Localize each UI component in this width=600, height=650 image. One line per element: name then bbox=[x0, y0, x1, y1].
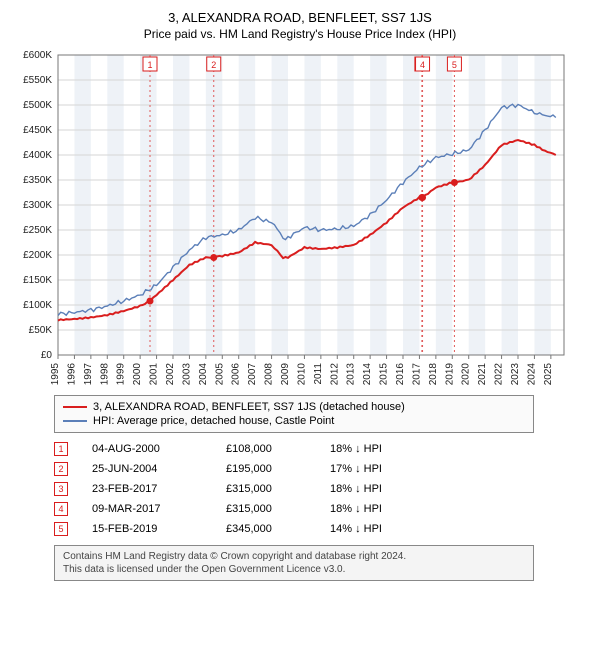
svg-text:£600K: £600K bbox=[23, 50, 52, 61]
sale-marker: 3 bbox=[54, 482, 68, 496]
svg-text:1996: 1996 bbox=[66, 363, 77, 386]
footer: Contains HM Land Registry data © Crown c… bbox=[54, 545, 534, 581]
footer-line: Contains HM Land Registry data © Crown c… bbox=[63, 550, 525, 563]
svg-text:2010: 2010 bbox=[296, 363, 307, 386]
sale-pct: 14% ↓ HPI bbox=[330, 523, 420, 535]
svg-text:2001: 2001 bbox=[149, 363, 160, 386]
svg-text:5: 5 bbox=[452, 60, 457, 70]
sale-date: 09-MAR-2017 bbox=[92, 503, 202, 515]
svg-text:£500K: £500K bbox=[23, 100, 52, 111]
sale-row: 5 15-FEB-2019 £345,000 14% ↓ HPI bbox=[54, 519, 586, 539]
sales-table: 1 04-AUG-2000 £108,000 18% ↓ HPI 2 25-JUN-200… bbox=[54, 439, 586, 539]
svg-text:2025: 2025 bbox=[543, 363, 554, 386]
svg-text:1999: 1999 bbox=[116, 363, 127, 386]
sale-price: £345,000 bbox=[226, 523, 306, 535]
price-chart: £0 £50K £100K £150K £200K £250K £300K £350K £400… bbox=[14, 47, 574, 387]
svg-text:2022: 2022 bbox=[494, 363, 505, 386]
svg-text:2020: 2020 bbox=[461, 363, 472, 386]
sale-marker: 5 bbox=[54, 522, 68, 536]
sale-price: £195,000 bbox=[226, 463, 306, 475]
sale-marker: 1 bbox=[54, 442, 68, 456]
sale-row: 2 25-JUN-2004 £195,000 17% ↓ HPI bbox=[54, 459, 586, 479]
legend-label: HPI: Average price, detached house, Cast… bbox=[93, 415, 334, 427]
svg-text:£250K: £250K bbox=[23, 225, 52, 236]
sale-pct: 18% ↓ HPI bbox=[330, 483, 420, 495]
svg-text:2021: 2021 bbox=[477, 363, 488, 386]
chart-area: £0 £50K £100K £150K £200K £250K £300K £350K £400… bbox=[14, 47, 586, 387]
svg-text:2016: 2016 bbox=[395, 363, 406, 386]
sale-date: 25-JUN-2004 bbox=[92, 463, 202, 475]
sale-price: £108,000 bbox=[226, 443, 306, 455]
svg-text:£200K: £200K bbox=[23, 250, 52, 261]
svg-text:2006: 2006 bbox=[231, 363, 242, 386]
svg-text:2014: 2014 bbox=[362, 363, 373, 386]
svg-text:2007: 2007 bbox=[247, 363, 258, 386]
svg-text:2: 2 bbox=[211, 60, 216, 70]
sale-row: 3 23-FEB-2017 £315,000 18% ↓ HPI bbox=[54, 479, 586, 499]
svg-text:£450K: £450K bbox=[23, 125, 52, 136]
sale-pct: 17% ↓ HPI bbox=[330, 463, 420, 475]
sale-row: 1 04-AUG-2000 £108,000 18% ↓ HPI bbox=[54, 439, 586, 459]
sale-marker: 2 bbox=[54, 462, 68, 476]
legend-item: HPI: Average price, detached house, Cast… bbox=[63, 414, 525, 428]
svg-text:1: 1 bbox=[147, 60, 152, 70]
sale-row: 4 09-MAR-2017 £315,000 18% ↓ HPI bbox=[54, 499, 586, 519]
page-subtitle: Price paid vs. HM Land Registry's House … bbox=[14, 27, 586, 41]
svg-text:2008: 2008 bbox=[264, 363, 275, 386]
sale-price: £315,000 bbox=[226, 483, 306, 495]
svg-text:2004: 2004 bbox=[198, 363, 209, 386]
svg-text:2003: 2003 bbox=[181, 363, 192, 386]
svg-text:2015: 2015 bbox=[379, 363, 390, 386]
footer-line: This data is licensed under the Open Gov… bbox=[63, 563, 525, 576]
svg-text:£100K: £100K bbox=[23, 300, 52, 311]
svg-text:1997: 1997 bbox=[83, 363, 94, 386]
page-title: 3, ALEXANDRA ROAD, BENFLEET, SS7 1JS bbox=[14, 10, 586, 25]
svg-text:2002: 2002 bbox=[165, 363, 176, 386]
svg-text:2024: 2024 bbox=[526, 363, 537, 386]
svg-text:£150K: £150K bbox=[23, 275, 52, 286]
sale-price: £315,000 bbox=[226, 503, 306, 515]
svg-text:£300K: £300K bbox=[23, 200, 52, 211]
legend: 3, ALEXANDRA ROAD, BENFLEET, SS7 1JS (de… bbox=[54, 395, 534, 433]
svg-text:2005: 2005 bbox=[214, 363, 225, 386]
sale-date: 15-FEB-2019 bbox=[92, 523, 202, 535]
svg-text:1998: 1998 bbox=[99, 363, 110, 386]
sale-date: 04-AUG-2000 bbox=[92, 443, 202, 455]
svg-text:2017: 2017 bbox=[411, 363, 422, 386]
svg-text:£400K: £400K bbox=[23, 150, 52, 161]
sale-pct: 18% ↓ HPI bbox=[330, 503, 420, 515]
svg-text:2023: 2023 bbox=[510, 363, 521, 386]
sale-pct: 18% ↓ HPI bbox=[330, 443, 420, 455]
legend-swatch bbox=[63, 406, 87, 408]
svg-text:2011: 2011 bbox=[313, 363, 324, 385]
svg-text:£350K: £350K bbox=[23, 175, 52, 186]
svg-text:£50K: £50K bbox=[29, 325, 53, 336]
svg-text:2009: 2009 bbox=[280, 363, 291, 386]
sale-date: 23-FEB-2017 bbox=[92, 483, 202, 495]
svg-text:£550K: £550K bbox=[23, 75, 52, 86]
svg-text:2018: 2018 bbox=[428, 363, 439, 386]
svg-text:2000: 2000 bbox=[132, 363, 143, 386]
svg-text:4: 4 bbox=[420, 60, 425, 70]
legend-label: 3, ALEXANDRA ROAD, BENFLEET, SS7 1JS (de… bbox=[93, 401, 405, 413]
legend-swatch bbox=[63, 420, 87, 422]
svg-text:£0: £0 bbox=[41, 350, 53, 361]
svg-text:1995: 1995 bbox=[50, 363, 61, 386]
legend-item: 3, ALEXANDRA ROAD, BENFLEET, SS7 1JS (de… bbox=[63, 400, 525, 414]
svg-text:2013: 2013 bbox=[346, 363, 357, 386]
svg-text:2012: 2012 bbox=[329, 363, 340, 386]
sale-marker: 4 bbox=[54, 502, 68, 516]
svg-text:2019: 2019 bbox=[444, 363, 455, 386]
